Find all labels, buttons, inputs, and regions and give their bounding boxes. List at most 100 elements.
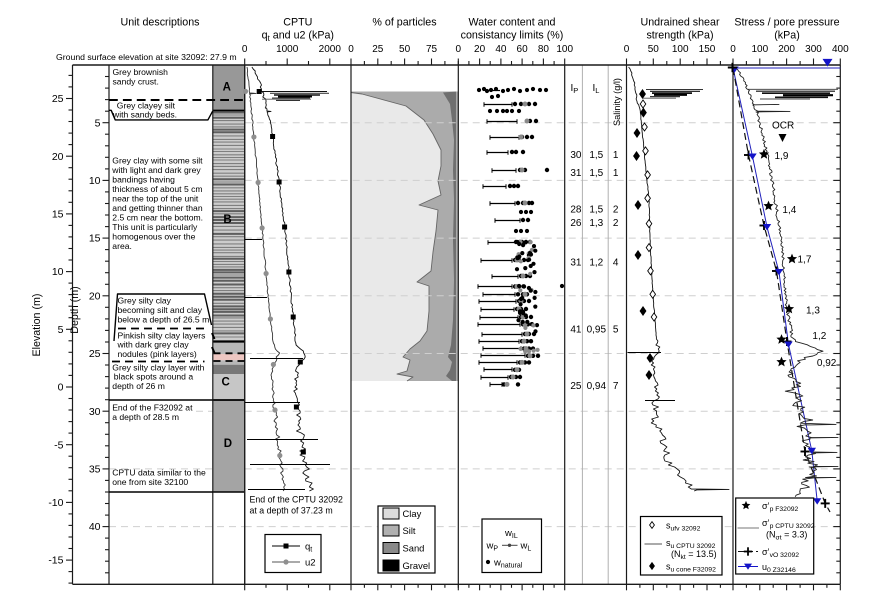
svg-text:80: 80 <box>538 44 550 55</box>
svg-text:0,92: 0,92 <box>817 358 837 369</box>
svg-text:15: 15 <box>52 209 64 221</box>
svg-text:10: 10 <box>52 266 64 278</box>
svg-text:Elevation (m): Elevation (m) <box>31 294 43 357</box>
svg-text:31: 31 <box>570 168 582 179</box>
svg-text:OCR: OCR <box>772 121 794 132</box>
svg-text:CPTU: CPTU <box>283 17 312 29</box>
svg-text:15: 15 <box>89 233 101 245</box>
svg-text:2.5 cm near the bottom.: 2.5 cm near the bottom. <box>112 212 203 222</box>
svg-text:This unit is particularly: This unit is particularly <box>112 222 198 232</box>
svg-text:1,2: 1,2 <box>589 257 603 268</box>
svg-text:60: 60 <box>517 44 529 55</box>
svg-text:Silt: Silt <box>403 525 416 536</box>
svg-text:200: 200 <box>778 44 795 55</box>
svg-text:D: D <box>224 438 232 450</box>
svg-text:with sandy beds.: with sandy beds. <box>112 110 177 120</box>
svg-text:bandings having: bandings having <box>112 174 175 184</box>
svg-text:50: 50 <box>399 44 411 55</box>
svg-text:7: 7 <box>613 381 619 392</box>
svg-text:1,5: 1,5 <box>589 150 603 161</box>
svg-text:150: 150 <box>699 44 716 55</box>
svg-text:End of the F32092 at: End of the F32092 at <box>112 403 193 413</box>
svg-text:0: 0 <box>58 382 64 394</box>
svg-text:Gravel: Gravel <box>403 560 431 571</box>
svg-text:a depth of 28.5 m: a depth of 28.5 m <box>112 412 179 422</box>
svg-text:C: C <box>221 376 229 388</box>
svg-text:Grey clay with some silt: Grey clay with some silt <box>112 155 203 165</box>
svg-text:100: 100 <box>672 44 689 55</box>
svg-text:20: 20 <box>89 290 101 302</box>
svg-text:Grey clayey silt: Grey clayey silt <box>117 100 176 110</box>
svg-text:Salinity (g/l): Salinity (g/l) <box>612 78 622 126</box>
svg-text:20: 20 <box>52 151 64 163</box>
svg-text:28: 28 <box>570 204 582 215</box>
svg-text:Grey brownish: Grey brownish <box>113 67 169 77</box>
svg-text:Ground surface elevation at si: Ground surface elevation at site 32092: … <box>56 52 237 62</box>
svg-text:25: 25 <box>570 381 582 392</box>
svg-text:near the top of the unit: near the top of the unit <box>112 193 199 203</box>
svg-text:0: 0 <box>730 44 736 55</box>
svg-text:area.: area. <box>112 241 132 251</box>
svg-text:and getting thinner than: and getting thinner than <box>112 203 203 213</box>
svg-text:5: 5 <box>613 325 619 336</box>
svg-text:1,3: 1,3 <box>589 218 603 229</box>
svg-text:A: A <box>223 81 231 93</box>
svg-text:0: 0 <box>624 44 630 55</box>
svg-text:IL: IL <box>593 83 600 95</box>
svg-text:4: 4 <box>613 257 619 268</box>
svg-text:400: 400 <box>832 44 849 55</box>
svg-text:CPTU data similar to the: CPTU data similar to the <box>112 468 206 478</box>
svg-text:75: 75 <box>426 44 438 55</box>
svg-text:1000: 1000 <box>276 44 299 55</box>
svg-text:1,3: 1,3 <box>806 306 820 317</box>
svg-text:u2: u2 <box>305 558 316 569</box>
svg-text:5: 5 <box>58 324 64 336</box>
svg-text:sandy crust.: sandy crust. <box>113 77 159 87</box>
svg-text:40: 40 <box>89 521 101 533</box>
svg-text:% of particles: % of particles <box>372 17 436 29</box>
svg-text:0: 0 <box>348 44 354 55</box>
svg-text:1,4: 1,4 <box>782 205 796 216</box>
svg-text:Clay: Clay <box>403 508 422 519</box>
svg-text:1,7: 1,7 <box>798 255 812 266</box>
svg-text:strength (kPa): strength (kPa) <box>646 30 713 42</box>
svg-text:1: 1 <box>613 168 619 179</box>
svg-text:0: 0 <box>456 44 462 55</box>
svg-text:20: 20 <box>474 44 486 55</box>
svg-text:100: 100 <box>751 44 768 55</box>
svg-text:35: 35 <box>89 464 101 476</box>
svg-text:1,5: 1,5 <box>589 204 603 215</box>
svg-text:25: 25 <box>372 44 384 55</box>
svg-text:2000: 2000 <box>319 44 342 55</box>
svg-text:with light and dark grey: with light and dark grey <box>111 165 201 175</box>
svg-text:End of the CPTU 32092: End of the CPTU 32092 <box>250 495 344 505</box>
svg-text:0: 0 <box>242 44 248 55</box>
svg-text:30: 30 <box>570 150 582 161</box>
svg-text:40: 40 <box>495 44 507 55</box>
svg-text:Unit descriptions: Unit descriptions <box>120 17 199 29</box>
svg-text:1,2: 1,2 <box>812 331 826 342</box>
svg-text:Grey silty clay: Grey silty clay <box>118 296 172 306</box>
svg-text:1: 1 <box>613 150 619 161</box>
svg-text:Water content and: Water content and <box>469 17 556 29</box>
svg-text:black spots around a: black spots around a <box>114 372 194 382</box>
svg-text:30: 30 <box>89 406 101 418</box>
svg-text:below a depth of 26.5 m: below a depth of 26.5 m <box>118 314 210 324</box>
svg-text:1,9: 1,9 <box>775 151 789 162</box>
svg-text:25: 25 <box>89 348 101 360</box>
svg-text:at a depth of 37.23 m: at a depth of 37.23 m <box>250 506 333 516</box>
svg-text:Stress / pore pressure: Stress / pore pressure <box>734 17 839 29</box>
svg-text:5: 5 <box>95 117 101 129</box>
svg-text:thickness of about 5 cm: thickness of about 5 cm <box>112 184 202 194</box>
svg-text:-10: -10 <box>48 497 63 509</box>
svg-text:one from site 32100: one from site 32100 <box>112 477 188 487</box>
svg-text:50: 50 <box>648 44 660 55</box>
svg-text:100: 100 <box>556 44 573 55</box>
svg-text:qt: qt <box>305 542 312 554</box>
svg-text:Undrained shear: Undrained shear <box>640 17 719 29</box>
svg-text:B: B <box>223 214 231 226</box>
svg-text:25: 25 <box>52 93 64 105</box>
svg-text:2: 2 <box>613 218 619 229</box>
svg-text:(kPa): (kPa) <box>774 30 800 42</box>
svg-text:depth of 26 m: depth of 26 m <box>112 381 165 391</box>
